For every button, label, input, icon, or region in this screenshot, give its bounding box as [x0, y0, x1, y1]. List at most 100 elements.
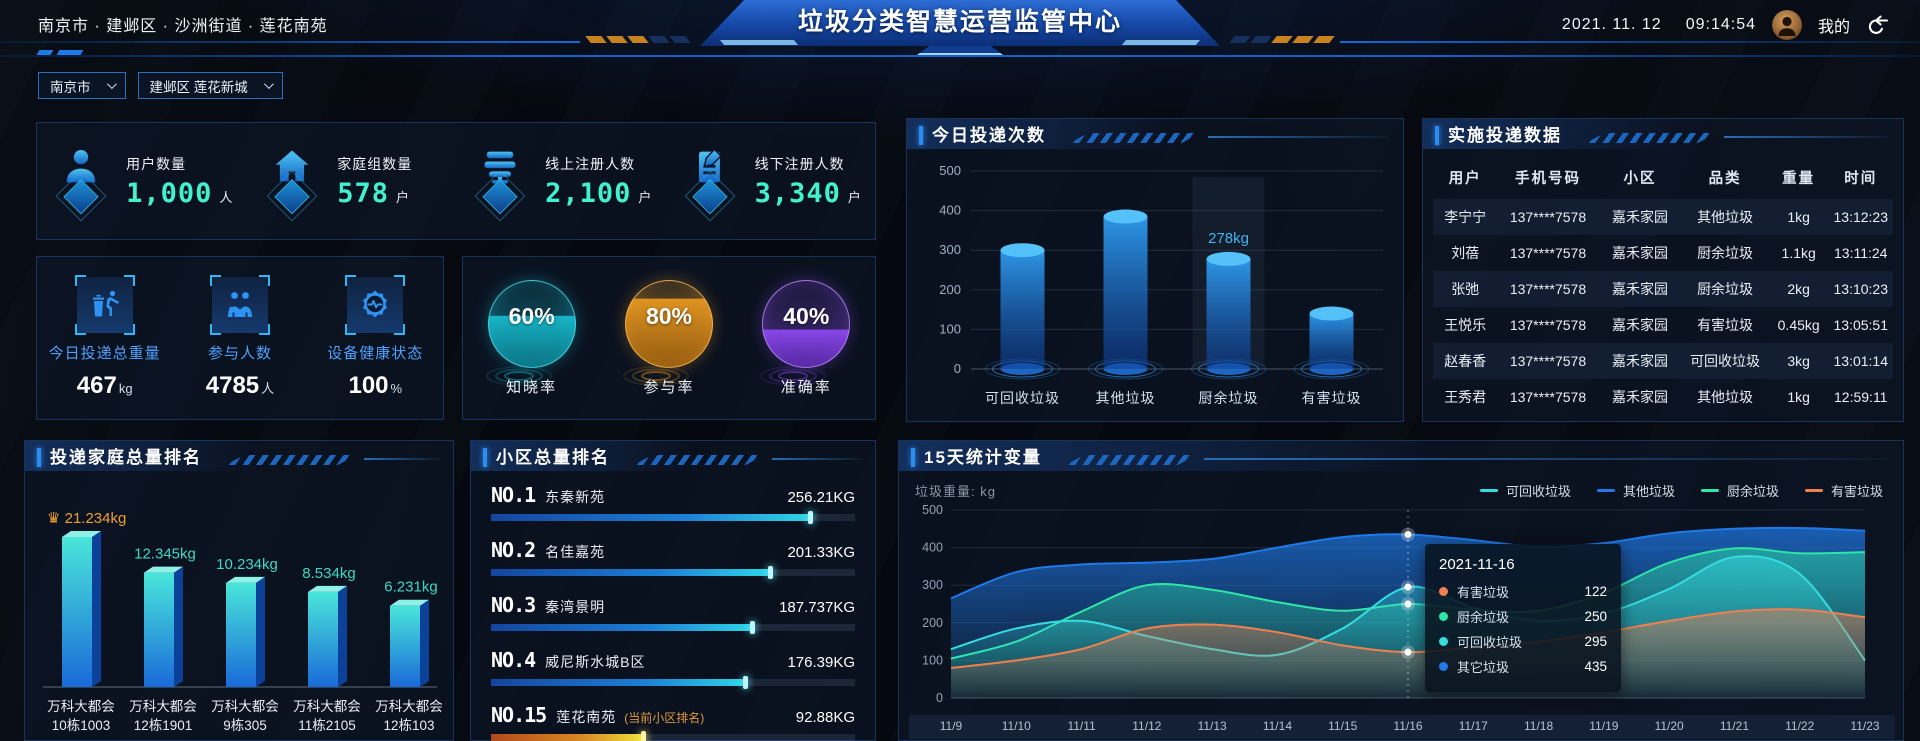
tooltip-series-name: 可回收垃圾: [1457, 635, 1523, 650]
x-axis-label: 其他垃圾: [1096, 390, 1156, 406]
panel-header: 今日投递次数: [907, 119, 1403, 149]
x-axis-label: 11/15: [1328, 719, 1358, 733]
tooltip-series-value: 122: [1584, 584, 1607, 599]
return-icon[interactable]: [1866, 14, 1890, 36]
bar-value-label: 8.534kg: [302, 565, 355, 582]
rank-value: 187.737KG: [779, 599, 855, 616]
svg-text:400: 400: [922, 541, 943, 555]
metric-value: 100%: [348, 371, 403, 399]
rank-row: NO.4 威尼斯水城B区 176.39KG: [491, 648, 855, 689]
legend-item[interactable]: 其他垃圾: [1596, 481, 1675, 500]
rank-number: NO.1: [491, 483, 536, 507]
x-axis-label: 万科大都会 12栋103: [375, 699, 443, 733]
table-cell: 3kg: [1787, 353, 1810, 369]
legend-swatch: [1596, 489, 1615, 492]
table-cell: 137****7578: [1509, 317, 1587, 333]
page-title: 垃圾分类智慧运营监管中心: [797, 8, 1122, 36]
rate-accuracy: 40% 准确率: [738, 257, 875, 419]
rank-number: NO.4: [491, 648, 536, 672]
legend-item[interactable]: 有害垃圾: [1804, 481, 1883, 500]
rate-label: 参与率: [643, 378, 695, 396]
today-counts-bar-chart[interactable]: 0 100 200 300 400 500 可回收垃圾 其他垃圾 278kg 厨余垃圾 有害垃圾: [921, 157, 1391, 415]
rank-value: 256.21KG: [787, 489, 855, 506]
table-cell: 可回收垃圾: [1690, 353, 1761, 369]
metric-participants: 参与人数 4785 人: [172, 257, 307, 419]
table-body: 李宁宁 137****7578 嘉禾家园 其他垃圾 1kg 13:12:23 刘蓓 137**…: [1433, 199, 1893, 415]
progress-fill: [491, 731, 646, 741]
banner-chip-left: [719, 40, 799, 45]
rate-awareness: 60% 知晓率: [463, 257, 600, 419]
panel-title: 实施投递数据: [1448, 126, 1562, 145]
metric-label: 设备健康状态: [327, 344, 424, 362]
svg-text:500: 500: [922, 503, 943, 517]
avatar[interactable]: [1771, 10, 1802, 40]
city-select[interactable]: 南京市: [38, 72, 126, 99]
rate-value: 60%: [508, 303, 555, 329]
legend-label: 可回收垃圾: [1505, 484, 1571, 499]
tooltip-row: 可回收垃圾 295: [1439, 632, 1607, 651]
x-axis-label: 有害垃圾: [1302, 390, 1362, 406]
tooltip-series-value: 295: [1584, 634, 1607, 649]
x-axis-label: 万科大都会 10栋1003: [47, 699, 115, 733]
x-axis-label: 11/9: [939, 719, 963, 733]
x-axis-label: 11/14: [1262, 719, 1292, 733]
table-cell: 0.45kg: [1777, 317, 1820, 333]
metric-device-health: 设备健康状态 100%: [308, 257, 443, 419]
hatch-decoration: [1586, 133, 1716, 143]
table-row: 张弛 137****7578 嘉禾家园 厨余垃圾 2kg 13:10:23: [1433, 271, 1893, 307]
community-name: 莲花南苑: [556, 709, 617, 725]
bar-value-label: 12.345kg: [134, 546, 196, 563]
community-name: 威尼斯水城B区: [545, 654, 646, 670]
x-axis-label: 11/21: [1719, 719, 1749, 733]
table-cell: 张弛: [1451, 281, 1480, 297]
table-cell: 其他垃圾: [1697, 389, 1754, 405]
table-cell: 1.1kg: [1781, 245, 1816, 261]
svg-text:200: 200: [939, 282, 961, 297]
tooltip-series-name: 厨余垃圾: [1457, 610, 1510, 625]
progress-track: [491, 566, 855, 579]
table-cell: 137****7578: [1509, 353, 1587, 369]
district-select[interactable]: 建邺区 莲花新城: [137, 72, 283, 99]
progress-cap: [808, 511, 814, 524]
table-cell: 13:05:51: [1833, 317, 1889, 333]
trend-area-chart[interactable]: 0 100 200 300 400 500: [909, 502, 1889, 708]
tooltip-series-value: 250: [1584, 609, 1607, 624]
my-account-link[interactable]: 我的: [1817, 19, 1850, 36]
page-title-banner: 垃圾分类智慧运营监管中心: [700, 0, 1220, 46]
table-cell: 13:12:23: [1833, 209, 1889, 225]
rate-value: 40%: [783, 303, 830, 329]
tooltip-row: 其它垃圾 435: [1439, 657, 1607, 676]
device-health-icon: [345, 274, 406, 335]
progress-fill: [491, 566, 774, 579]
legend-item[interactable]: 厨余垃圾: [1700, 481, 1779, 500]
avatar-image: [1771, 10, 1802, 40]
legend-item[interactable]: 可回收垃圾: [1479, 481, 1571, 500]
table-cell: 嘉禾家园: [1611, 317, 1668, 333]
rank-number: NO.15: [491, 703, 547, 727]
family-rank-bar-chart[interactable]: ♛ 21.234kg 万科大都会 10栋1003 12.345kg 万科大都会 12栋19…: [37, 473, 443, 739]
line-decoration: [364, 458, 439, 460]
filters: 南京市 建邺区 莲花新城: [38, 72, 283, 99]
legend-label: 厨余垃圾: [1726, 484, 1779, 499]
header-underline: [0, 55, 1920, 57]
rank-number: NO.3: [491, 593, 536, 617]
stat-label: 用户数量: [126, 155, 187, 172]
rank-row: NO.3 秦湾景明 187.737KG: [491, 593, 855, 634]
accuracy-gauge: 40%: [762, 279, 851, 368]
table-cell: 137****7578: [1509, 209, 1587, 225]
home-icon: [261, 142, 323, 222]
stat-online-registered: 线上注册人数 2,100 户: [456, 142, 666, 222]
x-axis-label: 万科大都会 12栋1901: [129, 699, 197, 733]
tooltip-dot: [1439, 612, 1448, 621]
rate-label: 知晓率: [506, 378, 558, 396]
metric-value: 467 kg: [76, 371, 133, 399]
metric-today-weight: 今日投递总重量 467 kg: [37, 257, 172, 419]
progress-fill: [491, 676, 748, 689]
svg-text:500: 500: [939, 163, 961, 178]
tooltip-row: 有害垃圾 122: [1439, 582, 1607, 601]
stat-label: 线下注册人数: [754, 155, 845, 172]
header-wing-left: [585, 36, 691, 43]
table-row: 刘蓓 137****7578 嘉禾家园 厨余垃圾 1.1kg 13:11:24: [1433, 235, 1893, 271]
x-axis: 11/9 11/10 11/11 11/12 11/13 11/14 11/15 11/16 1…: [909, 715, 1895, 739]
x-axis-label: 11/10: [1001, 719, 1031, 733]
